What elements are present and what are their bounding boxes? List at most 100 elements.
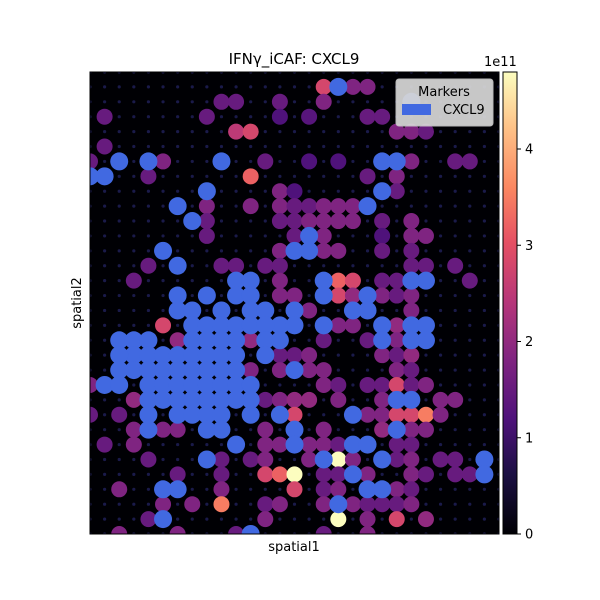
background-spot: [205, 472, 209, 476]
background-spot: [190, 174, 194, 178]
background-spot: [249, 442, 253, 447]
background-spot: [351, 115, 355, 119]
marker-point: [343, 465, 362, 484]
value-point: [271, 198, 288, 215]
background-spot: [234, 174, 238, 178]
value-point: [344, 78, 361, 95]
background-spot: [482, 323, 486, 327]
background-spot: [468, 428, 472, 432]
value-point: [374, 213, 391, 230]
background-spot: [380, 264, 384, 268]
background-spot: [190, 264, 194, 268]
background-spot: [117, 234, 121, 238]
background-spot: [395, 249, 399, 253]
marker-point: [197, 286, 216, 305]
value-point: [242, 451, 259, 468]
value-point: [315, 213, 332, 230]
marker-point: [270, 316, 289, 335]
marker-point: [110, 361, 129, 380]
background-spot: [132, 308, 136, 313]
background-spot: [307, 293, 311, 298]
background-spot: [205, 442, 209, 447]
background-spot: [322, 413, 326, 417]
background-spot: [117, 308, 121, 313]
background-spot: [117, 502, 121, 506]
background-spot: [205, 308, 209, 313]
value-point: [388, 496, 405, 513]
value-point: [461, 272, 478, 289]
background-spot: [103, 487, 107, 491]
background-spot: [438, 264, 443, 268]
background-spot: [322, 353, 326, 357]
marker-point: [154, 390, 173, 409]
value-point: [330, 451, 347, 468]
value-point: [111, 526, 128, 534]
background-spot: [438, 428, 443, 432]
background-spot: [453, 442, 457, 447]
background-spot: [146, 487, 151, 491]
background-spot: [453, 249, 457, 253]
background-spot: [453, 383, 457, 387]
background-spot: [424, 189, 428, 193]
marker-point: [168, 405, 187, 424]
background-spot: [468, 219, 472, 223]
marker-point: [387, 420, 406, 439]
background-spot: [468, 144, 472, 149]
background-spot: [380, 308, 384, 313]
background-spot: [424, 293, 428, 298]
background-spot: [190, 234, 194, 238]
background-spot: [453, 323, 457, 327]
marker-point: [285, 420, 304, 439]
background-spot: [482, 502, 486, 506]
value-point: [315, 481, 332, 498]
background-spot: [351, 100, 355, 104]
background-spot: [219, 234, 224, 238]
background-spot: [219, 130, 224, 134]
background-spot: [176, 189, 180, 193]
background-spot: [468, 398, 472, 402]
value-point: [315, 362, 332, 379]
value-point: [374, 242, 391, 259]
background-spot: [219, 279, 224, 283]
background-spot: [482, 368, 486, 372]
marker-point: [373, 450, 392, 469]
legend-entry-label: CXCL9: [443, 103, 485, 118]
value-point: [388, 451, 405, 468]
value-point: [140, 257, 157, 274]
background-spot: [176, 174, 180, 178]
background-spot: [453, 130, 457, 134]
value-point: [198, 213, 215, 230]
marker-point: [300, 241, 319, 260]
background-spot: [205, 249, 209, 253]
background-spot: [424, 502, 428, 506]
background-spot: [438, 442, 443, 447]
background-spot: [351, 383, 355, 387]
background-spot: [190, 472, 194, 476]
background-spot: [103, 413, 107, 417]
value-point: [242, 362, 259, 379]
background-spot: [161, 413, 165, 417]
value-point: [388, 168, 405, 185]
marker-point: [139, 390, 158, 409]
marker-point: [197, 346, 216, 365]
value-point: [417, 466, 434, 483]
background-spot: [365, 189, 370, 193]
value-point: [374, 108, 391, 125]
background-spot: [322, 517, 326, 521]
marker-point: [475, 450, 494, 469]
background-spot: [190, 487, 194, 491]
background-spot: [176, 130, 180, 134]
background-spot: [307, 428, 311, 432]
background-spot: [424, 144, 428, 149]
value-points: [90, 78, 478, 534]
value-point: [213, 496, 230, 513]
background-spot: [365, 159, 370, 164]
background-spot: [176, 457, 180, 462]
marker-point: [475, 465, 494, 484]
background-spot: [292, 338, 297, 342]
background-spot: [132, 487, 136, 491]
background-spot: [365, 130, 370, 134]
marker-point: [285, 241, 304, 260]
value-point: [344, 317, 361, 334]
background-spot: [205, 130, 209, 134]
